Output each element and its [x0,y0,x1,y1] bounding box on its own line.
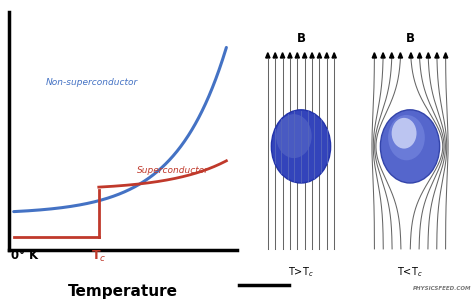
Circle shape [380,110,439,183]
Polygon shape [418,53,422,58]
Polygon shape [435,53,439,58]
Text: Temperature: Temperature [68,284,178,299]
Polygon shape [444,53,448,58]
Polygon shape [332,53,336,58]
Polygon shape [426,53,430,58]
Circle shape [392,118,417,149]
Polygon shape [265,53,270,58]
Polygon shape [317,53,321,58]
Polygon shape [372,53,376,58]
Circle shape [276,114,311,158]
Text: T<T$_c$: T<T$_c$ [397,265,423,279]
Polygon shape [325,53,329,58]
Text: T>T$_c$: T>T$_c$ [288,265,314,279]
Circle shape [271,110,331,183]
Circle shape [388,115,425,160]
Polygon shape [390,53,394,58]
Polygon shape [302,53,307,58]
Polygon shape [310,53,314,58]
Text: B: B [406,31,414,45]
Text: Non-superconductor: Non-superconductor [46,78,138,87]
Text: B: B [297,31,305,45]
Polygon shape [273,53,277,58]
Polygon shape [398,53,402,58]
Polygon shape [288,53,292,58]
Polygon shape [281,53,285,58]
Text: Superconductor: Superconductor [137,166,209,175]
Polygon shape [381,53,385,58]
Polygon shape [409,53,413,58]
Text: 0° K: 0° K [10,249,37,262]
Text: T$_c$: T$_c$ [91,249,107,264]
Polygon shape [295,53,300,58]
Text: PHYSICSFEED.COM: PHYSICSFEED.COM [413,286,472,291]
